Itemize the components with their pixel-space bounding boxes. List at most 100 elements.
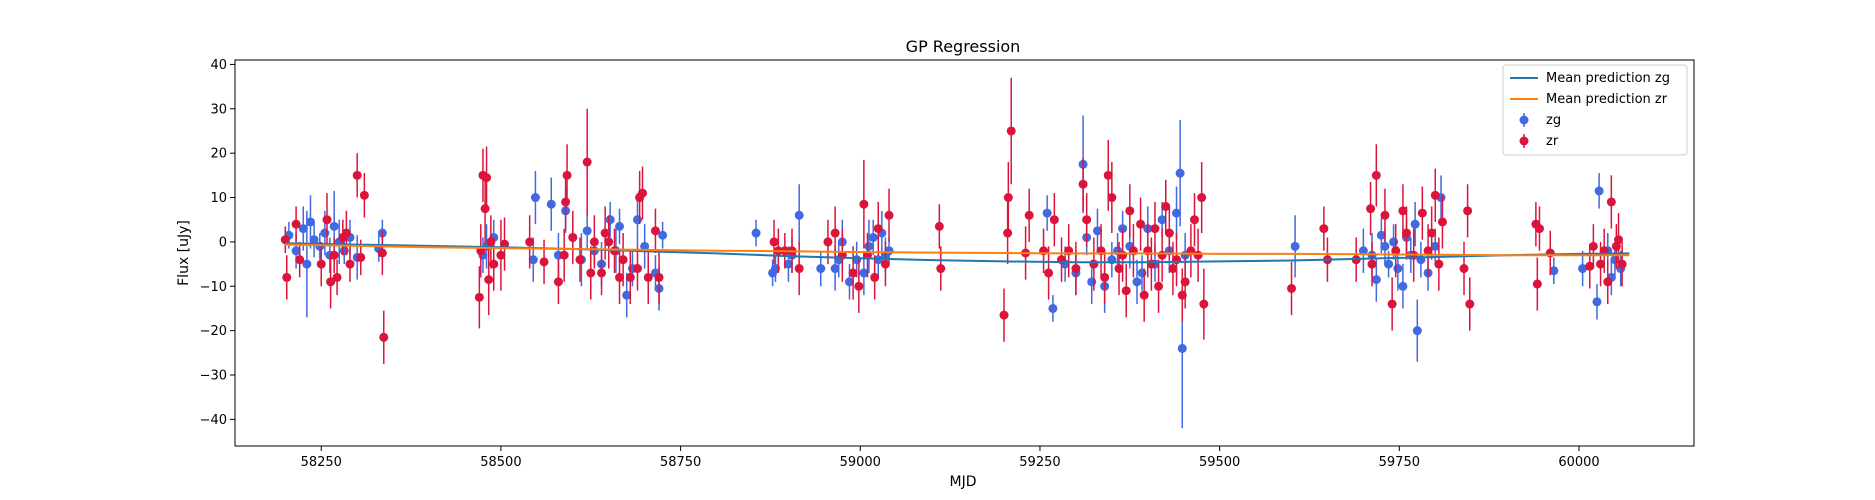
data-point-zg (1137, 268, 1147, 278)
data-point-zr (830, 228, 840, 238)
data-point-zg (1087, 277, 1097, 287)
data-point-zr (582, 157, 592, 167)
data-point-zr (1434, 259, 1444, 269)
y-tick-label: −10 (200, 280, 227, 295)
plot-area (280, 77, 1630, 429)
data-point-zr (1044, 268, 1054, 278)
x-tick-label: 59750 (1379, 455, 1420, 470)
data-point-zg (528, 255, 538, 265)
data-point-zr (352, 170, 362, 180)
data-point-zg (1376, 230, 1386, 240)
data-point-zr (480, 204, 490, 214)
data-point-zr (329, 250, 339, 260)
data-point-zr (562, 170, 572, 180)
x-tick-label: 58250 (301, 455, 342, 470)
data-point-zr (1465, 299, 1475, 309)
data-point-zr (618, 255, 628, 265)
data-point-zg (783, 259, 793, 269)
data-point-zr (1437, 217, 1447, 227)
data-point-zg (1048, 303, 1058, 313)
data-point-zr (559, 250, 569, 260)
data-point-zg (302, 259, 312, 269)
data-point-zr (859, 199, 869, 209)
x-axis-label: MJD (950, 474, 977, 490)
data-point-zr (316, 259, 326, 269)
data-point-zg (605, 215, 615, 225)
data-point-zg (309, 235, 319, 245)
data-point-zr (643, 272, 653, 282)
data-point-zr (332, 272, 342, 282)
plot-frame (234, 59, 1695, 447)
data-point-zr (282, 272, 292, 282)
data-point-zr (769, 237, 779, 247)
data-point-zr (1430, 190, 1440, 200)
data-point-zr (1103, 170, 1113, 180)
data-point-zr (341, 228, 351, 238)
data-point-zr (638, 188, 648, 198)
data-point-zr (1146, 259, 1156, 269)
data-point-zr (326, 277, 336, 287)
data-point-zg (1389, 237, 1399, 247)
data-point-zr (1100, 272, 1110, 282)
data-point-zr (1071, 264, 1081, 274)
data-point-zr (999, 310, 1009, 320)
data-point-zg (868, 232, 878, 242)
data-point-zr (934, 221, 944, 231)
data-point-zr (1177, 290, 1187, 300)
data-point-zr (1387, 299, 1397, 309)
data-point-zr (654, 272, 664, 282)
x-tick-label: 58500 (480, 455, 521, 470)
data-point-zr (377, 248, 387, 258)
legend-label-line-zg: Mean prediction zg (1546, 71, 1670, 86)
data-point-zr (482, 173, 492, 183)
data-point-zg (1177, 343, 1187, 353)
data-point-zr (486, 237, 496, 247)
data-point-zg (298, 224, 308, 234)
data-point-zg (1172, 208, 1182, 218)
data-point-zr (884, 210, 894, 220)
data-point-zr (1199, 299, 1209, 309)
data-point-zr (1532, 279, 1542, 289)
data-point-zr (568, 232, 578, 242)
data-point-zg (1592, 297, 1602, 307)
data-point-zr (873, 224, 883, 234)
data-point-zr (1125, 206, 1135, 216)
data-point-zr (1423, 246, 1433, 256)
data-point-zr (794, 264, 804, 274)
data-point-zr (1427, 228, 1437, 238)
x-tick-label: 59250 (1019, 455, 1060, 470)
data-point-zr (1082, 215, 1092, 225)
data-point-zg (1042, 208, 1052, 218)
data-point-zr (1164, 228, 1174, 238)
legend-marker-zg-icon (1519, 115, 1529, 125)
data-point-zr (1367, 259, 1377, 269)
data-point-zg (622, 290, 632, 300)
data-point-zg (1384, 259, 1394, 269)
data-point-zr (1417, 208, 1427, 218)
y-tick-label: 40 (210, 58, 227, 73)
data-point-zr (1585, 261, 1595, 271)
data-point-zr (1049, 215, 1059, 225)
chart-title: GP Regression (906, 37, 1021, 56)
data-point-zr (1371, 170, 1381, 180)
data-point-zg (845, 277, 855, 287)
data-point-zr (474, 292, 484, 302)
data-point-zr (936, 264, 946, 274)
data-point-zr (1139, 290, 1149, 300)
data-point-zr (597, 268, 607, 278)
data-point-zr (359, 190, 369, 200)
data-point-zr (586, 268, 596, 278)
data-point-zr (1154, 281, 1164, 291)
data-point-zr (1118, 250, 1128, 260)
data-point-zg (530, 193, 540, 203)
data-point-zr (1606, 197, 1616, 207)
y-axis: −40 −30 −20 −10 0 10 20 30 40 (200, 58, 235, 428)
data-point-zr (1078, 179, 1088, 189)
x-tick-label: 59000 (840, 455, 881, 470)
data-point-zg (329, 221, 339, 231)
legend-label-zg: zg (1546, 113, 1561, 128)
data-point-zr (1024, 210, 1034, 220)
data-point-zr (379, 332, 389, 342)
data-point-zr (1006, 126, 1016, 136)
